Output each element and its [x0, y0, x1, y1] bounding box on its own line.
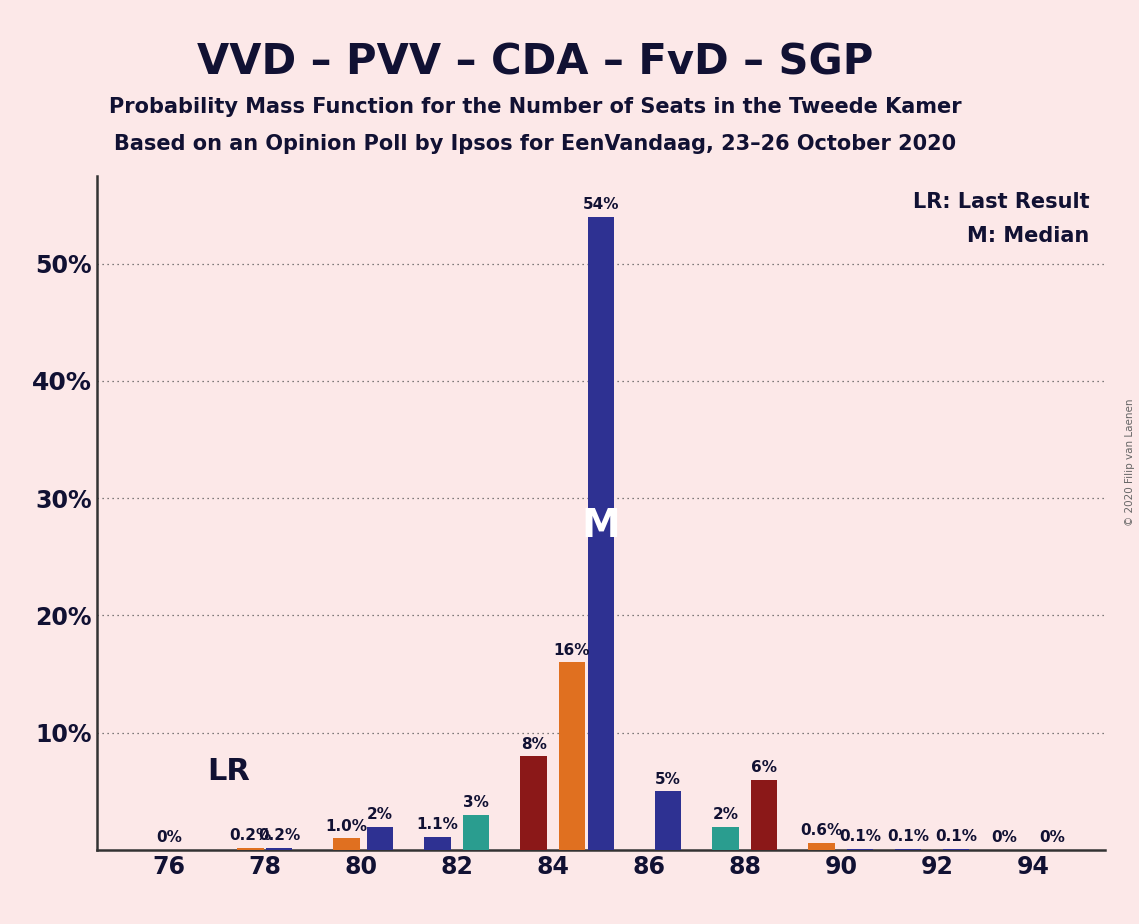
Bar [521, 756, 547, 850]
Text: M: Median: M: Median [967, 226, 1090, 246]
Text: 0%: 0% [156, 831, 182, 845]
Text: 0.1%: 0.1% [839, 829, 882, 845]
Text: Probability Mass Function for the Number of Seats in the Tweede Kamer: Probability Mass Function for the Number… [109, 97, 961, 117]
Bar [425, 837, 451, 850]
Text: 0.6%: 0.6% [801, 823, 843, 838]
Text: 3%: 3% [464, 796, 489, 810]
Text: 0.1%: 0.1% [935, 829, 977, 845]
Text: 8%: 8% [521, 736, 547, 751]
Text: Based on an Opinion Poll by Ipsos for EenVandaag, 23–26 October 2020: Based on an Opinion Poll by Ipsos for Ee… [114, 134, 957, 154]
Text: 0%: 0% [1039, 831, 1065, 845]
Bar [846, 849, 874, 850]
Text: 0%: 0% [991, 831, 1017, 845]
Text: 1.1%: 1.1% [417, 818, 459, 833]
Text: 0.2%: 0.2% [229, 828, 271, 843]
Text: 6%: 6% [751, 760, 777, 775]
Text: 2%: 2% [713, 807, 738, 822]
Text: 2%: 2% [367, 807, 393, 822]
Text: LR: LR [207, 757, 251, 785]
Bar [809, 843, 835, 850]
Bar [943, 849, 969, 850]
Bar [237, 847, 263, 850]
Bar [559, 663, 585, 850]
Bar [462, 815, 490, 850]
Text: M: M [581, 507, 621, 545]
Text: VVD – PVV – CDA – FvD – SGP: VVD – PVV – CDA – FvD – SGP [197, 42, 874, 83]
Bar [895, 849, 921, 850]
Text: 54%: 54% [582, 197, 620, 212]
Text: 5%: 5% [655, 772, 681, 786]
Text: LR: Last Result: LR: Last Result [913, 192, 1090, 213]
Text: © 2020 Filip van Laenen: © 2020 Filip van Laenen [1125, 398, 1134, 526]
Bar [751, 780, 777, 850]
Bar [267, 847, 293, 850]
Bar [334, 838, 360, 850]
Bar [712, 827, 739, 850]
Text: 16%: 16% [554, 643, 590, 658]
Text: 0.1%: 0.1% [887, 829, 929, 845]
Text: 1.0%: 1.0% [326, 819, 368, 833]
Bar [655, 792, 681, 850]
Text: 0.2%: 0.2% [259, 828, 301, 843]
Bar [588, 216, 614, 850]
Bar [367, 827, 393, 850]
